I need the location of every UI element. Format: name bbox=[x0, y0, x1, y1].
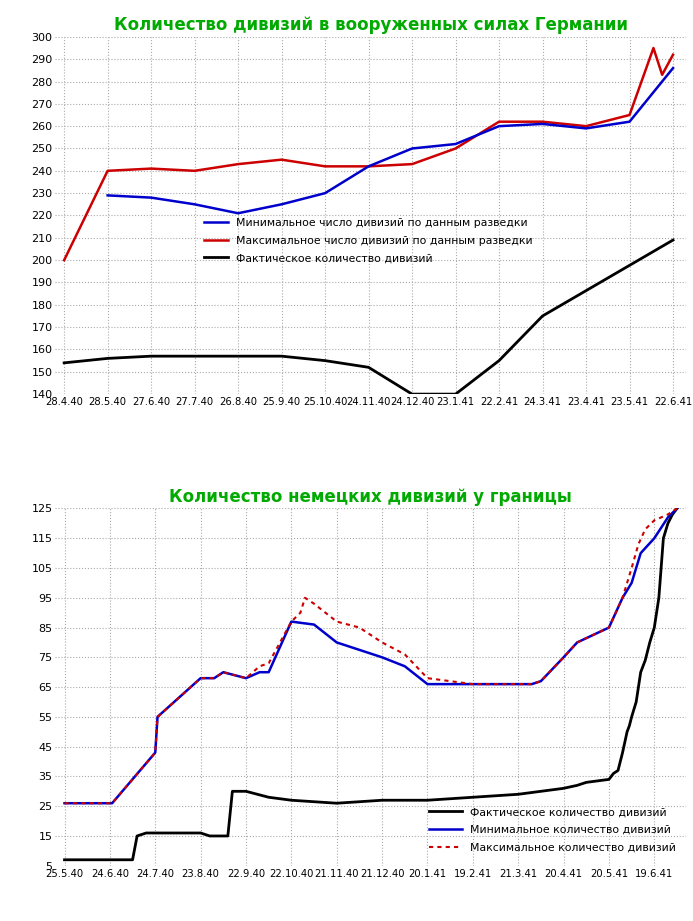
Legend: Минимальное число дивизий по данным разведки, Максимальное число дивизий по данн: Минимальное число дивизий по данным разв… bbox=[200, 214, 537, 268]
Title: Количество дивизий в вооруженных силах Германии: Количество дивизий в вооруженных силах Г… bbox=[114, 16, 628, 34]
Legend: Фактическое количество дивизий, Минимальное количество дивизий, Максимальное кол: Фактическое количество дивизий, Минималь… bbox=[425, 803, 681, 857]
Title: Количество немецких дивизий у границы: Количество немецких дивизий у границы bbox=[169, 487, 572, 506]
